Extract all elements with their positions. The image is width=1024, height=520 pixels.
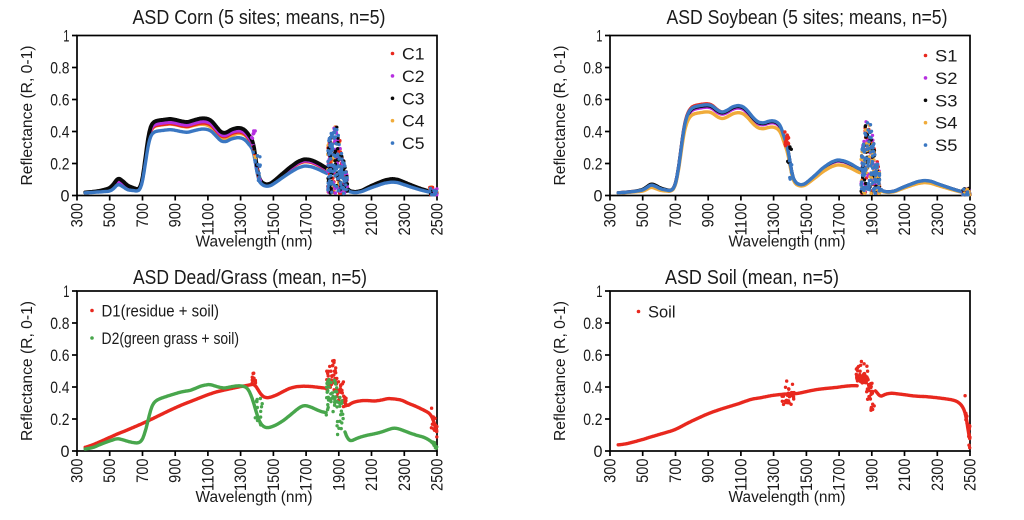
svg-text:1500: 1500 <box>797 203 816 236</box>
svg-text:0.6: 0.6 <box>50 91 69 110</box>
svg-text:300: 300 <box>601 203 620 227</box>
svg-text:1300: 1300 <box>231 459 250 492</box>
svg-text:300: 300 <box>601 459 620 483</box>
svg-text:0.8: 0.8 <box>583 59 602 78</box>
svg-text:Reflectance (R, 0-1): Reflectance (R, 0-1) <box>19 46 36 186</box>
svg-text:1500: 1500 <box>264 459 283 492</box>
svg-text:0.2: 0.2 <box>50 155 69 174</box>
svg-text:1300: 1300 <box>764 203 783 236</box>
svg-text:1700: 1700 <box>830 203 849 236</box>
svg-text:Wavelength (nm): Wavelength (nm) <box>196 489 313 506</box>
svg-text:Soil: Soil <box>648 304 676 322</box>
svg-text:1: 1 <box>63 282 69 301</box>
svg-text:0: 0 <box>594 187 603 206</box>
svg-text:2300: 2300 <box>395 459 414 492</box>
svg-text:900: 900 <box>166 203 185 227</box>
svg-text:C3: C3 <box>402 90 425 108</box>
svg-text:Wavelength (nm): Wavelength (nm) <box>196 234 313 251</box>
svg-text:1900: 1900 <box>862 203 881 236</box>
svg-text:1: 1 <box>596 27 602 46</box>
svg-text:500: 500 <box>100 203 119 227</box>
svg-text:D2(green grass + soil): D2(green grass + soil) <box>102 330 240 348</box>
svg-text:0: 0 <box>61 187 70 206</box>
svg-text:0.4: 0.4 <box>50 123 69 142</box>
svg-text:2500: 2500 <box>428 203 447 236</box>
svg-text:0.6: 0.6 <box>583 346 602 365</box>
svg-text:S2: S2 <box>935 70 958 88</box>
svg-text:0.4: 0.4 <box>583 123 602 142</box>
svg-text:1100: 1100 <box>731 459 750 492</box>
svg-text:Reflectance (R, 0-1): Reflectance (R, 0-1) <box>19 301 36 441</box>
svg-text:1100: 1100 <box>731 203 750 236</box>
svg-text:1: 1 <box>596 282 602 301</box>
svg-text:S4: S4 <box>935 115 958 133</box>
svg-text:C1: C1 <box>402 46 425 64</box>
svg-text:0.8: 0.8 <box>583 314 602 333</box>
svg-text:1900: 1900 <box>862 459 881 492</box>
svg-text:500: 500 <box>100 459 119 483</box>
svg-text:900: 900 <box>699 203 718 227</box>
svg-text:S5: S5 <box>935 137 958 155</box>
svg-text:1100: 1100 <box>198 203 217 236</box>
svg-text:1700: 1700 <box>297 459 316 492</box>
svg-text:2100: 2100 <box>895 203 914 236</box>
svg-text:300: 300 <box>68 203 87 227</box>
svg-text:2100: 2100 <box>362 459 381 492</box>
svg-text:2500: 2500 <box>961 203 980 236</box>
svg-text:2100: 2100 <box>362 203 381 236</box>
svg-text:0.6: 0.6 <box>583 91 602 110</box>
svg-text:D1(residue + soil): D1(residue + soil) <box>102 303 220 321</box>
svg-text:0.2: 0.2 <box>50 410 69 429</box>
svg-text:0: 0 <box>61 442 70 461</box>
svg-text:1100: 1100 <box>198 459 217 492</box>
svg-text:1300: 1300 <box>231 203 250 236</box>
svg-text:Reflectance (R, 0-1): Reflectance (R, 0-1) <box>552 46 569 186</box>
svg-text:1700: 1700 <box>830 459 849 492</box>
svg-text:2300: 2300 <box>395 203 414 236</box>
svg-text:C5: C5 <box>402 135 425 153</box>
svg-text:900: 900 <box>166 459 185 483</box>
svg-text:2500: 2500 <box>961 459 980 492</box>
svg-text:S1: S1 <box>935 48 958 66</box>
svg-text:1900: 1900 <box>329 203 348 236</box>
svg-text:1300: 1300 <box>764 459 783 492</box>
svg-text:ASD Soybean (5 sites; means, n: ASD Soybean (5 sites; means, n=5) <box>667 7 948 29</box>
svg-text:700: 700 <box>133 459 152 483</box>
svg-text:ASD Soil (mean, n=5): ASD Soil (mean, n=5) <box>665 267 839 289</box>
svg-text:1900: 1900 <box>329 459 348 492</box>
svg-text:2300: 2300 <box>928 459 947 492</box>
svg-text:1700: 1700 <box>297 203 316 236</box>
svg-text:0.2: 0.2 <box>583 155 602 174</box>
svg-text:1500: 1500 <box>264 203 283 236</box>
svg-text:0.4: 0.4 <box>583 378 602 397</box>
svg-text:Wavelength (nm): Wavelength (nm) <box>729 234 846 251</box>
svg-text:0.6: 0.6 <box>50 346 69 365</box>
svg-text:300: 300 <box>68 459 87 483</box>
svg-text:900: 900 <box>699 459 718 483</box>
svg-text:500: 500 <box>633 459 652 483</box>
svg-text:2300: 2300 <box>928 203 947 236</box>
svg-text:1500: 1500 <box>797 459 816 492</box>
svg-text:S3: S3 <box>935 92 958 110</box>
svg-text:0.2: 0.2 <box>583 410 602 429</box>
svg-text:2500: 2500 <box>428 459 447 492</box>
svg-text:0: 0 <box>594 442 603 461</box>
svg-text:Reflectance (R, 0-1): Reflectance (R, 0-1) <box>552 301 569 441</box>
svg-text:0.8: 0.8 <box>50 59 69 78</box>
svg-text:ASD Corn (5 sites; means, n=5): ASD Corn (5 sites; means, n=5) <box>133 7 386 29</box>
svg-text:700: 700 <box>666 459 685 483</box>
svg-text:0.4: 0.4 <box>50 378 69 397</box>
svg-text:0.8: 0.8 <box>50 314 69 333</box>
svg-text:2100: 2100 <box>895 459 914 492</box>
svg-text:C4: C4 <box>402 113 425 131</box>
svg-text:700: 700 <box>666 203 685 227</box>
svg-text:C2: C2 <box>402 68 425 86</box>
svg-text:Wavelength (nm): Wavelength (nm) <box>729 489 846 506</box>
svg-text:1: 1 <box>63 27 69 46</box>
svg-text:500: 500 <box>633 203 652 227</box>
svg-text:700: 700 <box>133 203 152 227</box>
svg-text:ASD Dead/Grass (mean, n=5): ASD Dead/Grass (mean, n=5) <box>133 267 367 289</box>
